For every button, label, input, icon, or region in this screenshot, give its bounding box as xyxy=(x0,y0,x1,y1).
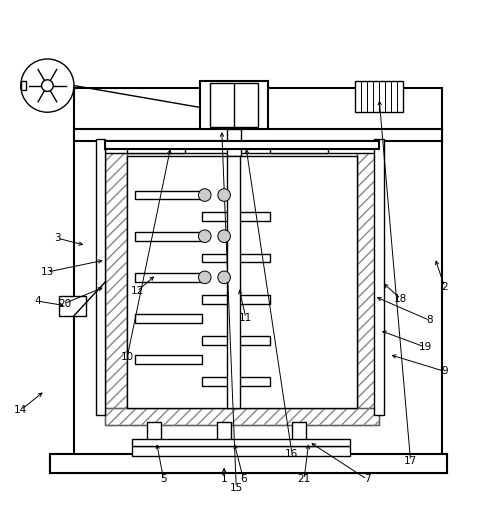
Bar xyxy=(106,132,127,415)
Text: 14: 14 xyxy=(14,405,27,415)
Bar xyxy=(132,447,350,456)
Bar xyxy=(134,232,202,241)
Text: 5: 5 xyxy=(160,474,167,484)
Bar xyxy=(202,295,270,303)
Bar xyxy=(106,132,127,415)
Text: 20: 20 xyxy=(58,299,71,308)
Text: 3: 3 xyxy=(54,233,60,243)
Circle shape xyxy=(218,188,230,201)
Circle shape xyxy=(41,80,53,91)
Bar xyxy=(96,139,106,415)
Circle shape xyxy=(199,230,211,243)
Bar xyxy=(226,156,240,407)
Bar xyxy=(292,422,306,456)
Bar xyxy=(147,422,161,456)
Bar xyxy=(134,314,202,323)
Bar xyxy=(127,156,357,407)
Circle shape xyxy=(199,271,211,284)
Text: 12: 12 xyxy=(131,286,144,297)
Circle shape xyxy=(218,230,230,243)
Circle shape xyxy=(218,271,230,284)
Text: 15: 15 xyxy=(229,483,243,492)
Bar xyxy=(134,355,202,364)
Bar xyxy=(200,81,268,129)
Bar xyxy=(202,336,270,345)
Bar xyxy=(270,144,328,153)
Text: 6: 6 xyxy=(240,474,247,484)
Text: 18: 18 xyxy=(394,294,408,304)
Bar xyxy=(127,144,186,153)
Bar xyxy=(21,81,26,91)
Bar xyxy=(106,407,379,424)
Bar xyxy=(134,191,202,199)
Bar xyxy=(106,407,379,424)
Text: 21: 21 xyxy=(298,474,311,484)
Bar xyxy=(74,129,442,141)
Text: 17: 17 xyxy=(404,456,417,466)
Bar xyxy=(355,81,403,112)
Text: 13: 13 xyxy=(41,267,54,277)
Bar xyxy=(106,141,379,148)
Bar xyxy=(202,377,270,386)
Bar xyxy=(217,422,231,456)
Text: 2: 2 xyxy=(441,282,448,291)
Bar xyxy=(106,141,379,153)
Bar xyxy=(357,132,379,415)
Bar xyxy=(50,454,447,473)
Text: 7: 7 xyxy=(364,474,370,484)
Bar xyxy=(202,213,270,221)
Text: 4: 4 xyxy=(35,296,41,306)
Bar xyxy=(59,296,86,316)
Bar xyxy=(226,129,241,250)
Bar xyxy=(209,83,258,127)
Text: 11: 11 xyxy=(239,313,253,323)
Text: 1: 1 xyxy=(221,474,227,484)
Bar xyxy=(50,454,447,473)
Text: 10: 10 xyxy=(121,352,134,362)
Text: 8: 8 xyxy=(427,316,433,325)
Text: 9: 9 xyxy=(441,366,448,376)
Bar xyxy=(74,88,442,456)
Text: 19: 19 xyxy=(418,342,431,352)
Bar xyxy=(374,139,384,415)
Bar xyxy=(202,253,270,262)
Bar xyxy=(134,273,202,282)
Bar xyxy=(357,132,379,415)
Text: 16: 16 xyxy=(285,449,299,459)
Circle shape xyxy=(199,188,211,201)
Bar xyxy=(132,439,350,447)
